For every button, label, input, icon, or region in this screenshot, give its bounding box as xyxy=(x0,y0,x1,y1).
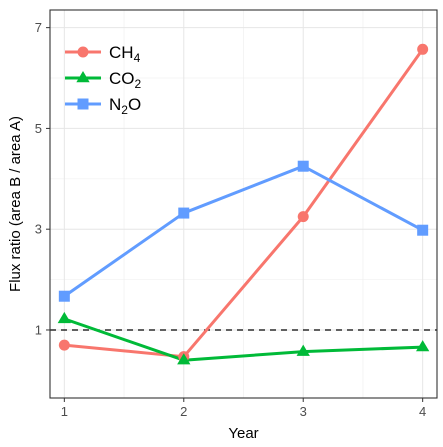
axis-ticks: 1 2 3 4 1 3 5 7 xyxy=(35,20,427,419)
legend-item-co2: CO2 xyxy=(65,69,142,91)
data-point-co2 xyxy=(177,353,191,365)
y-axis-title: Flux ratio (area B / area A) xyxy=(7,116,24,292)
data-point-n2o xyxy=(297,160,309,172)
legend-label-co2: CO2 xyxy=(109,69,142,91)
data-point-ch4 xyxy=(297,211,309,223)
data-point-n2o xyxy=(417,224,429,236)
legend-label-ch4: CH4 xyxy=(109,43,141,65)
y-tick-label: 3 xyxy=(35,222,42,237)
data-point-co2 xyxy=(416,340,430,352)
y-tick-label: 7 xyxy=(35,20,42,35)
legend-key-marker-co2 xyxy=(76,71,90,83)
data-point-n2o xyxy=(178,207,190,219)
series-line-co2 xyxy=(63,317,423,362)
x-axis-title: Year xyxy=(228,425,258,442)
legend-key-marker-ch4 xyxy=(77,46,89,58)
x-tick-label: 3 xyxy=(300,404,307,419)
x-tick-label: 1 xyxy=(61,404,68,419)
legend-item-n2o: N2O xyxy=(65,95,141,117)
plot-border xyxy=(49,9,438,399)
y-tick-label: 1 xyxy=(35,322,42,337)
x-tick-label: 2 xyxy=(180,404,187,419)
series-line-ch4 xyxy=(64,48,424,359)
gridlines xyxy=(50,10,437,398)
legend-label-n2o: N2O xyxy=(109,95,141,117)
x-tick-label: 4 xyxy=(419,404,426,419)
data-point-co2 xyxy=(296,344,310,356)
data-point-co2 xyxy=(57,311,71,324)
series-layer xyxy=(57,43,430,365)
data-point-ch4 xyxy=(417,43,429,55)
data-point-n2o xyxy=(58,290,70,302)
series-line-n2o xyxy=(63,164,424,298)
y-tick-label: 5 xyxy=(35,121,42,136)
legend-item-ch4: CH4 xyxy=(65,43,141,65)
legend: CH4 CO2 N2O xyxy=(65,43,142,117)
legend-key-marker-n2o xyxy=(77,98,89,110)
data-point-ch4 xyxy=(58,339,70,351)
